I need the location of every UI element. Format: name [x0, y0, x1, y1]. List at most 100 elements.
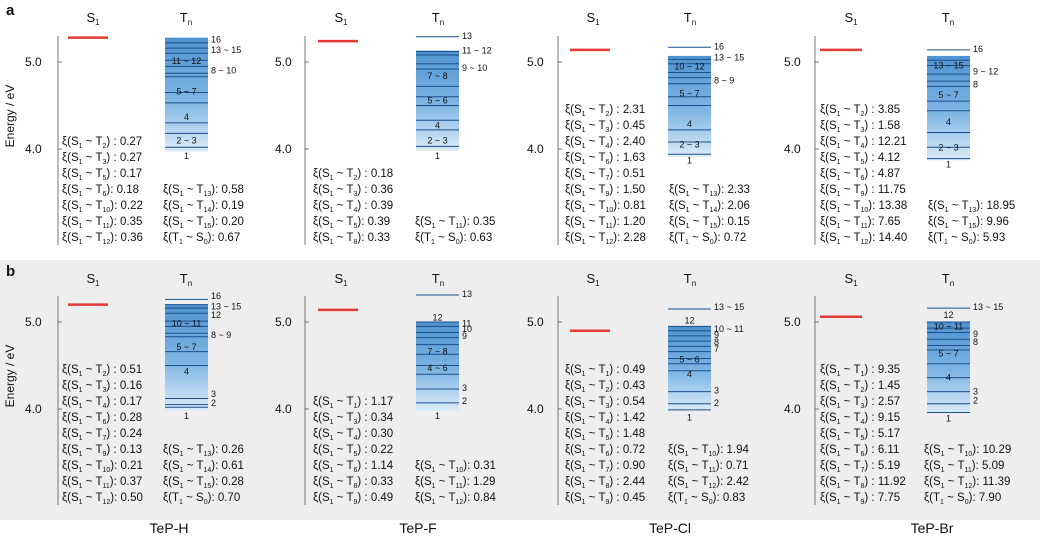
- tn-level-label: 8 ~ 9: [211, 330, 231, 340]
- coupling-text: ξ(S: [820, 412, 837, 424]
- tn-level-label: 1: [687, 155, 692, 165]
- coupling-subscript: 6: [354, 467, 358, 474]
- coupling-value: ξ(S1 ~ T2) : 0.43: [565, 380, 645, 394]
- coupling-text: ξ(S: [62, 168, 79, 180]
- coupling-value: ξ(S1 ~ T2) : 0.18: [313, 168, 393, 182]
- coupling-value: ξ(S1 ~ T4) : 0.17: [62, 396, 142, 410]
- tn-level-label: 1: [687, 413, 692, 423]
- coupling-subscript: 1: [582, 223, 586, 230]
- coupling-value: ξ(S1 ~ T14): 0.19: [163, 200, 244, 214]
- coupling-subscript: 14: [204, 467, 212, 474]
- coupling-subscript: 15: [969, 223, 977, 230]
- y-tick-label: 4.0: [784, 142, 801, 156]
- coupling-text: ξ(S: [62, 460, 79, 472]
- tn-level-label: 5 ~ 7: [938, 90, 958, 100]
- coupling-subscript: 1: [686, 207, 690, 214]
- tn-level-label: 1: [184, 411, 189, 421]
- tn-level-label: 5 ~ 6: [679, 354, 699, 364]
- tn-level-label: 8 ~ 9: [714, 75, 734, 85]
- coupling-text: ): 2.06: [717, 200, 750, 212]
- coupling-subscript: 10: [456, 467, 464, 474]
- coupling-value: ξ(S1 ~ T6) : 4.87: [820, 168, 900, 182]
- coupling-text: ) : 0.24: [106, 428, 142, 440]
- coupling-text: ξ(S: [669, 200, 686, 212]
- coupling-text: ξ(S: [62, 444, 79, 456]
- coupling-subscript: 1: [837, 191, 841, 198]
- header-text: T: [684, 271, 692, 286]
- header-text: S: [844, 271, 853, 286]
- coupling-text: ~ T: [586, 152, 606, 164]
- coupling-subscript: 1: [330, 175, 334, 182]
- coupling-text: ξ(S: [62, 492, 79, 504]
- coupling-subscript: 3: [354, 419, 358, 426]
- coupling-text: ξ(S: [820, 492, 837, 504]
- tn-level-label: 13: [462, 31, 472, 41]
- coupling-subscript: 1: [685, 483, 689, 490]
- coupling-text: ξ(S: [820, 428, 837, 440]
- header-subscript: n: [950, 279, 954, 288]
- tn-level-label: 11 ~ 12: [172, 56, 202, 66]
- coupling-value: ξ(S1 ~ T12): 11.39: [924, 476, 1010, 490]
- y-tick-label: 5.0: [784, 315, 801, 329]
- header-subscript: 1: [595, 18, 600, 27]
- tn-level-label: 7: [714, 344, 719, 354]
- coupling-text: ) : 9.15: [864, 412, 900, 424]
- coupling-text: ): 0.21: [110, 460, 143, 472]
- coupling-text: ): 0.28: [211, 476, 244, 488]
- tn-level-label: 5 ~ 7: [176, 87, 196, 97]
- s1-header: S1: [586, 10, 600, 27]
- tn-level-label: 7 ~ 8: [427, 71, 447, 81]
- coupling-subscript: 14: [710, 207, 718, 214]
- coupling-subscript: 1: [180, 223, 184, 230]
- coupling-subscript: 1: [685, 239, 689, 246]
- coupling-text: ξ(T: [924, 492, 940, 504]
- tn-level-label: 9 ~ 12: [973, 67, 998, 77]
- tn-header: Tn: [942, 271, 954, 288]
- coupling-text: ξ(S: [565, 200, 582, 212]
- coupling-subscript: 13: [969, 207, 977, 214]
- coupling-text: ) : 2.44: [609, 476, 645, 488]
- coupling-text: ~ T: [586, 476, 606, 488]
- coupling-text: ξ(S: [565, 428, 582, 440]
- coupling-text: ~ T: [83, 168, 103, 180]
- tn-header: Tn: [432, 271, 444, 288]
- coupling-value: ξ(S1 ~ T2) : 0.27: [62, 136, 142, 150]
- coupling-subscript: 1: [79, 207, 83, 214]
- coupling-text: ): 0.72: [714, 232, 747, 244]
- coupling-text: ): 0.61: [211, 460, 244, 472]
- tn-level-label: 16: [714, 41, 724, 51]
- coupling-text: ξ(S: [928, 200, 945, 212]
- tn-level-label: 2: [973, 395, 978, 405]
- coupling-subscript: 1: [79, 191, 83, 198]
- coupling-subscript: 10: [103, 207, 111, 214]
- coupling-text: ) : 0.39: [357, 200, 393, 212]
- header-subscript: 1: [595, 279, 600, 288]
- coupling-subscript: 1: [685, 467, 689, 474]
- coupling-text: ) : 0.17: [106, 168, 142, 180]
- coupling-text: ~ T: [841, 216, 861, 228]
- coupling-subscript: 11: [606, 223, 613, 230]
- coupling-subscript: 1: [79, 403, 83, 410]
- coupling-subscript: 1: [837, 483, 841, 490]
- coupling-subscript: 1: [79, 143, 83, 150]
- coupling-text: ) : 1.17: [357, 396, 393, 408]
- tn-level-label: 2 ~ 3: [176, 135, 196, 145]
- coupling-text: ) : 2.40: [609, 136, 645, 148]
- coupling-text: ~ T: [436, 492, 456, 504]
- tn-header: Tn: [180, 10, 192, 27]
- coupling-value: ξ(S1 ~ T11): 0.35: [415, 216, 495, 230]
- coupling-value: ξ(S1 ~ T7) : 0.51: [565, 168, 645, 182]
- coupling-text: ~ T: [841, 152, 861, 164]
- coupling-text: ξ(S: [820, 444, 837, 456]
- coupling-subscript: 6: [103, 191, 107, 198]
- coupling-value: ξ(S1 ~ T13): 0.26: [163, 444, 244, 458]
- coupling-text: ~ T: [841, 104, 861, 116]
- coupling-subscript: 1: [940, 499, 944, 506]
- tn-level-label: 3: [211, 389, 216, 399]
- coupling-text: ~ T: [841, 444, 861, 456]
- coupling-subscript: 1: [582, 175, 586, 182]
- coupling-text: ξ(S: [565, 232, 582, 244]
- coupling-text: ) : 0.28: [106, 412, 142, 424]
